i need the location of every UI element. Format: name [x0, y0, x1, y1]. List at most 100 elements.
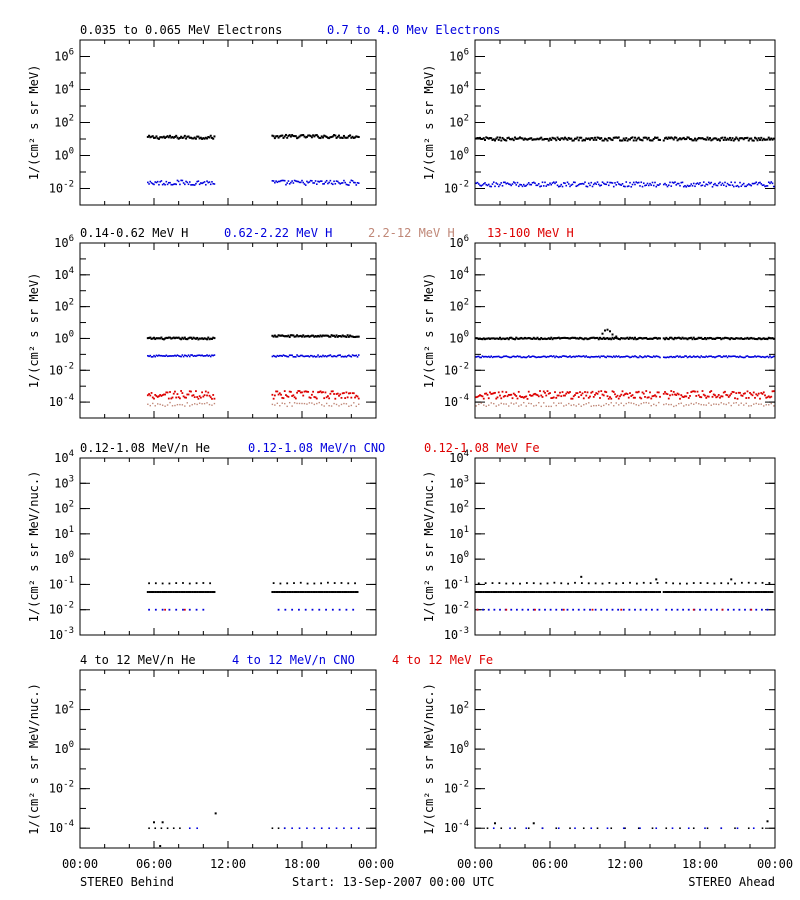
data-point [621, 139, 624, 142]
data-point [557, 356, 560, 359]
data-point [551, 338, 554, 341]
data-point [183, 336, 186, 339]
data-point [524, 395, 526, 398]
data-point [653, 403, 655, 406]
data-point [609, 181, 611, 184]
data-point [348, 405, 350, 407]
data-point [674, 181, 676, 183]
data-point [185, 396, 187, 399]
data-point [278, 334, 281, 337]
data-point [699, 608, 701, 611]
data-point [678, 403, 680, 405]
data-point [644, 337, 646, 340]
data-point [720, 137, 723, 140]
data-point [209, 591, 212, 594]
data-point [306, 403, 308, 405]
data-point [522, 356, 525, 358]
data-point [600, 184, 603, 187]
data-point [750, 356, 753, 358]
data-point [335, 334, 338, 337]
data-point [308, 402, 311, 404]
data-point [710, 404, 712, 406]
data-point [312, 390, 314, 393]
data-point [639, 827, 641, 830]
data-point [480, 402, 482, 404]
data-point [755, 137, 758, 140]
data-point [760, 136, 763, 139]
data-point [734, 355, 736, 358]
data-point [200, 591, 203, 594]
data-point [741, 137, 744, 140]
data-point [577, 183, 580, 186]
data-point [549, 355, 551, 357]
data-point [351, 180, 354, 182]
data-point [732, 139, 735, 142]
footer-right: STEREO Ahead [688, 875, 775, 889]
data-point [540, 405, 542, 408]
data-point [200, 182, 202, 184]
data-point [516, 181, 519, 184]
data-point [701, 337, 704, 340]
data-point [628, 608, 631, 611]
data-point [214, 812, 217, 815]
data-point [540, 136, 543, 139]
data-point [485, 405, 487, 407]
data-point [501, 591, 504, 594]
data-point [148, 827, 150, 830]
data-point [611, 139, 614, 142]
data-point [743, 404, 745, 406]
data-point [722, 337, 725, 340]
data-point [487, 608, 490, 611]
data-point [492, 827, 495, 830]
data-point [504, 395, 506, 397]
data-point [650, 397, 653, 400]
data-point [629, 392, 631, 395]
data-point [295, 180, 297, 182]
data-point [677, 393, 680, 396]
data-point [756, 139, 759, 142]
data-point [489, 337, 491, 340]
data-point [756, 355, 759, 358]
data-point [750, 591, 753, 594]
data-point [178, 591, 181, 594]
data-point [576, 355, 579, 358]
data-point [539, 356, 541, 359]
data-point [172, 591, 175, 594]
data-point [690, 138, 693, 141]
data-point [352, 392, 355, 395]
data-point [609, 137, 611, 140]
data-point [283, 335, 286, 338]
data-point [769, 591, 772, 594]
data-point [611, 608, 614, 611]
data-point [304, 355, 307, 357]
data-point [700, 137, 703, 140]
data-point [610, 402, 612, 404]
data-point [348, 184, 350, 186]
data-point [737, 337, 740, 340]
data-point [275, 335, 278, 338]
data-point [567, 591, 570, 594]
data-point [604, 183, 606, 185]
data-point [731, 137, 734, 140]
data-point [699, 137, 701, 140]
data-point [161, 821, 164, 824]
data-point [510, 356, 513, 359]
data-point [567, 337, 570, 340]
data-point [350, 179, 353, 182]
data-point [711, 356, 714, 358]
data-point [148, 582, 150, 585]
data-point [539, 137, 541, 140]
data-point [176, 591, 179, 594]
data-point [597, 136, 600, 139]
data-point [185, 137, 188, 140]
data-point [576, 184, 579, 187]
data-point [355, 394, 358, 397]
data-point [148, 183, 150, 185]
data-point [710, 139, 713, 142]
data-point [517, 390, 520, 393]
data-point [607, 184, 610, 187]
data-point [500, 182, 503, 184]
data-point [325, 402, 328, 405]
data-point [641, 139, 644, 142]
data-point [732, 355, 735, 357]
